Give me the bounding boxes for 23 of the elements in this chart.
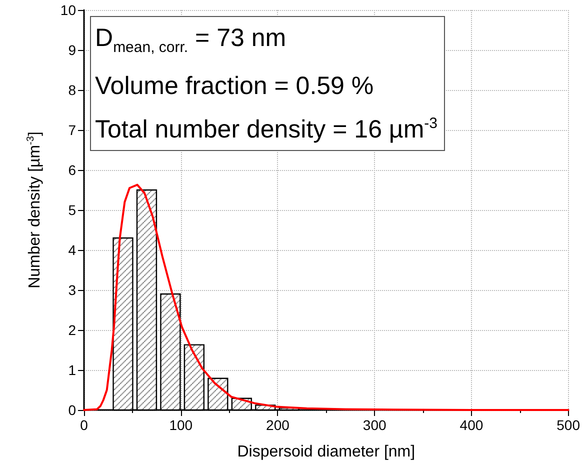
x-tick-label: 100 (169, 417, 193, 433)
x-tick-label: 200 (266, 417, 290, 433)
y-tick-label: 4 (68, 242, 76, 258)
y-tick-label: 0 (68, 402, 76, 418)
x-tick-label: 500 (556, 417, 580, 433)
x-tick-label: 300 (362, 417, 386, 433)
annotation: Total number density = 16 µm$^{-3}$ (95, 114, 438, 146)
text-box: D$_{mean, corr.}$ = 73 nm Volume fraction = 0.59 % Total number density = 16 µm$^{-3}$ (90, 16, 444, 152)
y-tick-label: 6 (68, 162, 76, 178)
y-tick-label: 8 (68, 82, 76, 98)
y-axis-title: Number density [µm-3] (26, 132, 44, 288)
y-tick-label: 5 (68, 202, 76, 218)
y-tick-label: 9 (68, 42, 76, 58)
y-tick-label: 2 (68, 322, 76, 338)
x-tick-label: 0 (80, 417, 88, 433)
y-tick-label: 10 (60, 2, 76, 18)
y-tick-label: 3 (68, 282, 76, 298)
x-tick-label: 400 (460, 417, 484, 433)
x-axis-title: Dispersoid diameter [nm] (237, 444, 416, 460)
annotation: D$_{mean, corr.}$ = 73 nm (95, 23, 288, 58)
annotation: Volume fraction = 0.59 % (95, 71, 375, 102)
y-tick-label: 7 (68, 122, 76, 138)
y-tick-label: 1 (68, 362, 76, 378)
